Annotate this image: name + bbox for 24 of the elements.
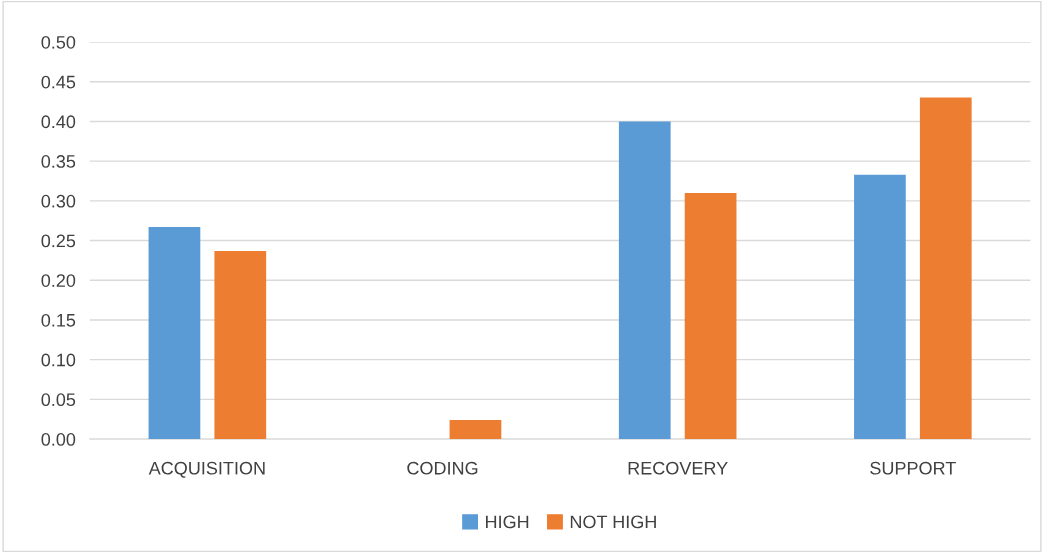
y-tick-label: 0.20 bbox=[41, 274, 76, 287]
bar bbox=[684, 192, 737, 440]
y-tick-label: 0.40 bbox=[41, 115, 76, 129]
bar bbox=[854, 174, 906, 440]
bar bbox=[618, 121, 671, 440]
bar bbox=[449, 420, 502, 440]
y-tick-label: 0.05 bbox=[41, 393, 76, 407]
y-tick-label: 0.35 bbox=[41, 155, 76, 168]
x-tick-label: CODING bbox=[407, 461, 478, 475]
legend-label: HIGH bbox=[486, 515, 529, 529]
x-tick-label: RECOVERY bbox=[628, 461, 728, 475]
y-tick-label: 0.45 bbox=[41, 75, 76, 89]
bar bbox=[148, 227, 201, 440]
y-tick-label: 0.30 bbox=[41, 194, 76, 208]
y-tick-label: 0.00 bbox=[41, 433, 76, 446]
x-tick-label: SUPPORT bbox=[870, 461, 956, 475]
y-tick-label: 0.15 bbox=[41, 313, 76, 327]
y-tick-label: 0.25 bbox=[41, 234, 76, 248]
x-tick-label: ACQUISITION bbox=[148, 461, 265, 478]
legend-label: NOT HIGH bbox=[570, 515, 656, 529]
y-tick-label: 0.10 bbox=[41, 353, 76, 367]
bar bbox=[919, 97, 972, 440]
bar bbox=[214, 250, 267, 440]
y-tick-label: 0.50 bbox=[41, 35, 76, 49]
